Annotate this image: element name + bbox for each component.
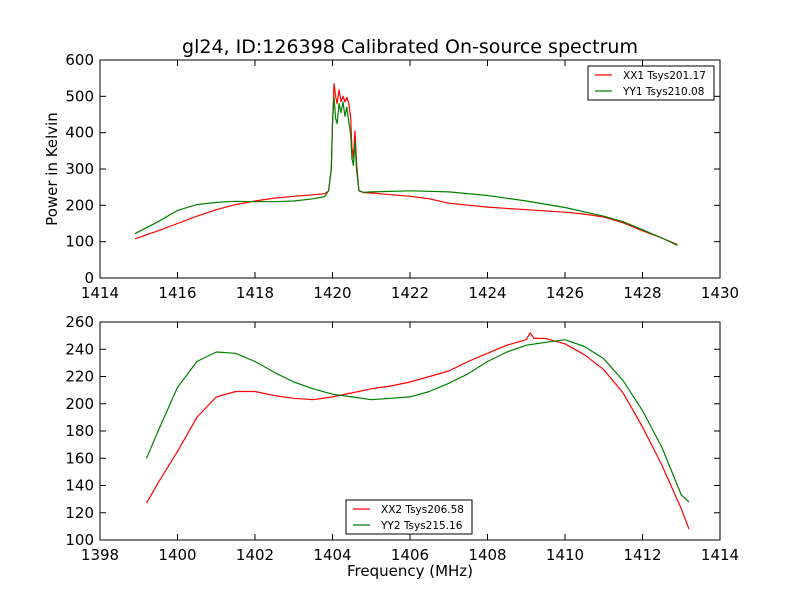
top-x-tick-label: 1424	[468, 284, 506, 302]
top-x-ticks: 1414 1416 1418 1420 1422 1424 1426 1428 1430	[81, 60, 739, 302]
bottom-x-tick-label: 1406	[391, 546, 429, 564]
top-x-tick-label: 1430	[701, 284, 739, 302]
top-x-tick-label: 1414	[81, 284, 119, 302]
bottom-x-axis-label: Frequency (MHz)	[347, 562, 473, 580]
bottom-x-tick-label: 1400	[158, 546, 196, 564]
top-y-tick-label: 100	[65, 233, 94, 251]
bottom-x-tick-label: 1412	[623, 546, 661, 564]
top-x-tick-label: 1422	[391, 284, 429, 302]
top-legend-label-xx1: XX1 Tsys201.17	[623, 70, 706, 82]
bottom-x-tick-label: 1408	[468, 546, 506, 564]
bottom-legend: XX2 Tsys206.58 YY2 Tsys215.16	[345, 499, 473, 535]
bottom-x-ticks: 1398 1400 1402 1404 1406 1408 1410 1412 1414	[81, 322, 739, 564]
bottom-y-tick-label: 120	[65, 504, 94, 522]
bottom-axes: 1398 1400 1402 1404 1406 1408 1410 1412 1414 100…	[65, 313, 739, 580]
chart-title: gl24, ID:126398 Calibrated On-source spe…	[182, 36, 638, 58]
top-x-tick-label: 1426	[546, 284, 584, 302]
bottom-x-tick-label: 1398	[81, 546, 119, 564]
bottom-y-tick-label: 140	[65, 477, 94, 495]
top-y-tick-label: 500	[65, 87, 94, 105]
top-x-tick-label: 1428	[623, 284, 661, 302]
top-legend: XX1 Tsys201.17 YY1 Tsys210.08	[587, 65, 715, 101]
top-legend-label-yy1: YY1 Tsys210.08	[622, 86, 704, 98]
bottom-y-ticks: 100 120 140 160 180 200 220 240 260	[65, 313, 720, 549]
top-axes: 1414 1416 1418 1420 1422 1424 1426 1428 1430 0 10…	[43, 51, 739, 302]
bottom-x-tick-label: 1402	[236, 546, 274, 564]
bottom-legend-label-yy2: YY2 Tsys215.16	[380, 520, 463, 532]
top-y-tick-label: 400	[65, 124, 94, 142]
bottom-y-tick-label: 220	[65, 368, 94, 386]
bottom-y-tick-label: 180	[65, 422, 94, 440]
top-series-line-1	[134, 82, 678, 246]
bottom-legend-box	[345, 499, 473, 535]
top-y-tick-label: 200	[65, 196, 94, 214]
top-legend-box	[587, 65, 715, 101]
top-y-tick-label: 600	[65, 51, 94, 69]
bottom-x-tick-label: 1404	[313, 546, 351, 564]
top-y-tick-label: 0	[84, 269, 94, 287]
top-x-tick-label: 1416	[158, 284, 196, 302]
bottom-y-tick-label: 260	[65, 313, 94, 331]
top-y-tick-label: 300	[65, 160, 94, 178]
bottom-x-tick-label: 1410	[546, 546, 584, 564]
top-series-line-2	[134, 96, 678, 246]
bottom-y-tick-label: 240	[65, 340, 94, 358]
bottom-series-line-1	[145, 332, 690, 530]
bottom-series-line-2	[145, 339, 690, 503]
bottom-y-tick-label: 100	[65, 531, 94, 549]
bottom-x-tick-label: 1414	[701, 546, 739, 564]
top-x-tick-label: 1418	[236, 284, 274, 302]
top-y-axis-label: Power in Kelvin	[43, 112, 61, 226]
bottom-y-tick-label: 200	[65, 395, 94, 413]
top-x-tick-label: 1420	[313, 284, 351, 302]
bottom-legend-label-xx2: XX2 Tsys206.58	[381, 504, 464, 516]
bottom-y-tick-label: 160	[65, 449, 94, 467]
bottom-series-lines	[145, 332, 690, 530]
top-series-lines	[134, 82, 678, 246]
top-y-ticks: 0 100 200 300 400 500 600	[65, 51, 720, 287]
